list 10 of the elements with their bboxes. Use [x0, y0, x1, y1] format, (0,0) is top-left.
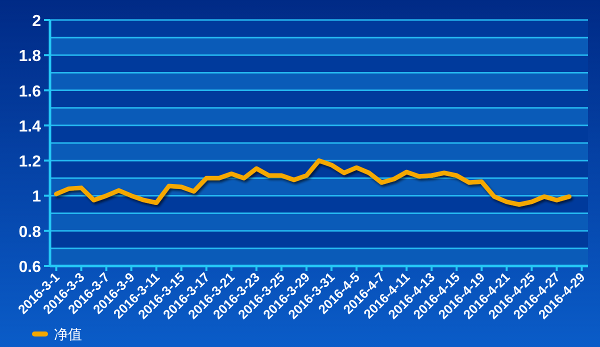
legend-label: 净值 [54, 326, 82, 342]
y-tick-label: 1.2 [18, 154, 42, 171]
y-tick-label: 1.4 [18, 118, 42, 136]
y-tick-label: 2 [32, 13, 42, 30]
y-tick-label: 1.8 [18, 48, 42, 66]
y-tick-label: 1.6 [18, 83, 42, 100]
y-tick-label: 0.8 [18, 224, 42, 241]
y-tick-label: 1 [32, 188, 42, 206]
y-tick-label: 0.6 [18, 259, 42, 276]
line-series [54, 158, 572, 207]
